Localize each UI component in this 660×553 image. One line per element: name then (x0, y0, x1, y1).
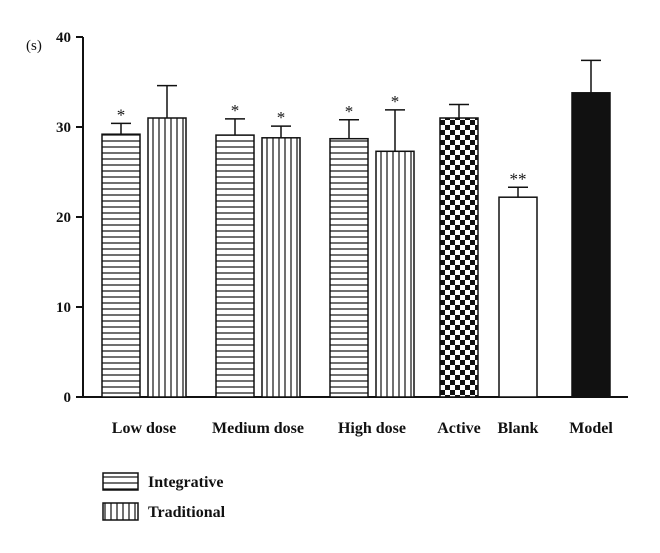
y-axis-unit-label: (s) (26, 38, 42, 54)
significance-marker: * (345, 102, 354, 121)
category-label-blank: Blank (498, 420, 539, 437)
category-label-model: Model (569, 420, 613, 437)
category-label-high-dose: High dose (338, 420, 406, 437)
y-tick-label: 40 (56, 30, 71, 46)
bar-blank (498, 196, 538, 398)
legend-label-traditional: Traditional (148, 504, 226, 521)
bar-low-dose-traditional (147, 117, 187, 398)
category-label-active: Active (437, 420, 481, 437)
legend-label-integrative: Integrative (148, 474, 224, 491)
significance-marker: ** (510, 169, 527, 188)
category-label-low-dose: Low dose (112, 420, 176, 437)
category-label-medium-dose: Medium dose (212, 420, 304, 437)
y-tick-label: 30 (56, 120, 71, 136)
y-tick-label: 20 (56, 210, 71, 226)
significance-marker: * (277, 108, 286, 127)
significance-marker: * (391, 92, 400, 111)
y-tick-label: 10 (56, 300, 71, 316)
bar-low-dose-integrative (101, 133, 141, 398)
legend: Integrative Traditional (102, 472, 226, 521)
significance-marker: * (231, 101, 240, 120)
bar-medium-dose-integrative (215, 134, 255, 398)
y-tick-label: 0 (64, 390, 72, 406)
legend-swatch-integrative (102, 472, 139, 491)
bar-medium-dose-traditional (261, 137, 301, 398)
bar-active (439, 117, 479, 398)
bar-high-dose-integrative (329, 137, 369, 398)
legend-swatch-traditional (102, 502, 139, 521)
bar-model (571, 92, 611, 398)
bar-high-dose-traditional (375, 150, 415, 398)
significance-marker: * (117, 105, 126, 124)
bars: * * * **** (101, 59, 611, 398)
category-labels: Low dose Medium dose High dose Active Blank M… (112, 420, 614, 437)
